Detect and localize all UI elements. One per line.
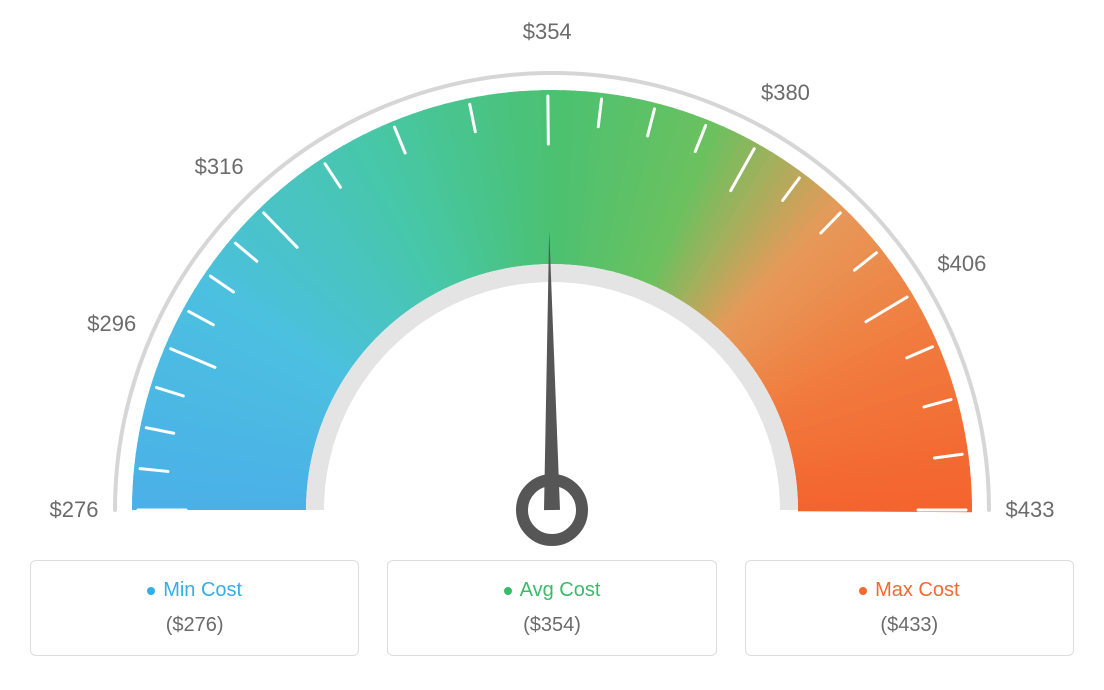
dot-icon bbox=[504, 587, 512, 595]
legend-card-min: Min Cost ($276) bbox=[30, 560, 359, 656]
gauge-tick-label: $296 bbox=[87, 311, 136, 337]
gauge-svg bbox=[0, 0, 1104, 560]
legend-label: Avg Cost bbox=[520, 579, 601, 602]
gauge-tick-label: $354 bbox=[523, 19, 572, 45]
legend-title-min: Min Cost bbox=[41, 579, 348, 602]
dot-icon bbox=[147, 587, 155, 595]
gauge-tick-label: $276 bbox=[50, 497, 99, 523]
dot-icon bbox=[859, 587, 867, 595]
legend-label: Max Cost bbox=[875, 579, 959, 602]
gauge-tick-label: $316 bbox=[195, 154, 244, 180]
legend-card-avg: Avg Cost ($354) bbox=[387, 560, 716, 656]
gauge-tick-label: $433 bbox=[1006, 497, 1055, 523]
legend-card-max: Max Cost ($433) bbox=[745, 560, 1074, 656]
legend: Min Cost ($276) Avg Cost ($354) Max Cost… bbox=[0, 560, 1104, 676]
gauge-tick-label: $406 bbox=[937, 251, 986, 277]
legend-title-max: Max Cost bbox=[756, 579, 1063, 602]
gauge-tick-label: $380 bbox=[761, 80, 810, 106]
legend-value: ($276) bbox=[41, 614, 348, 637]
legend-label: Min Cost bbox=[163, 579, 242, 602]
gauge-chart: $276 $296 $316 $354 $380 $406 $433 bbox=[0, 0, 1104, 560]
legend-value: ($433) bbox=[756, 614, 1063, 637]
legend-value: ($354) bbox=[398, 614, 705, 637]
legend-title-avg: Avg Cost bbox=[398, 579, 705, 602]
